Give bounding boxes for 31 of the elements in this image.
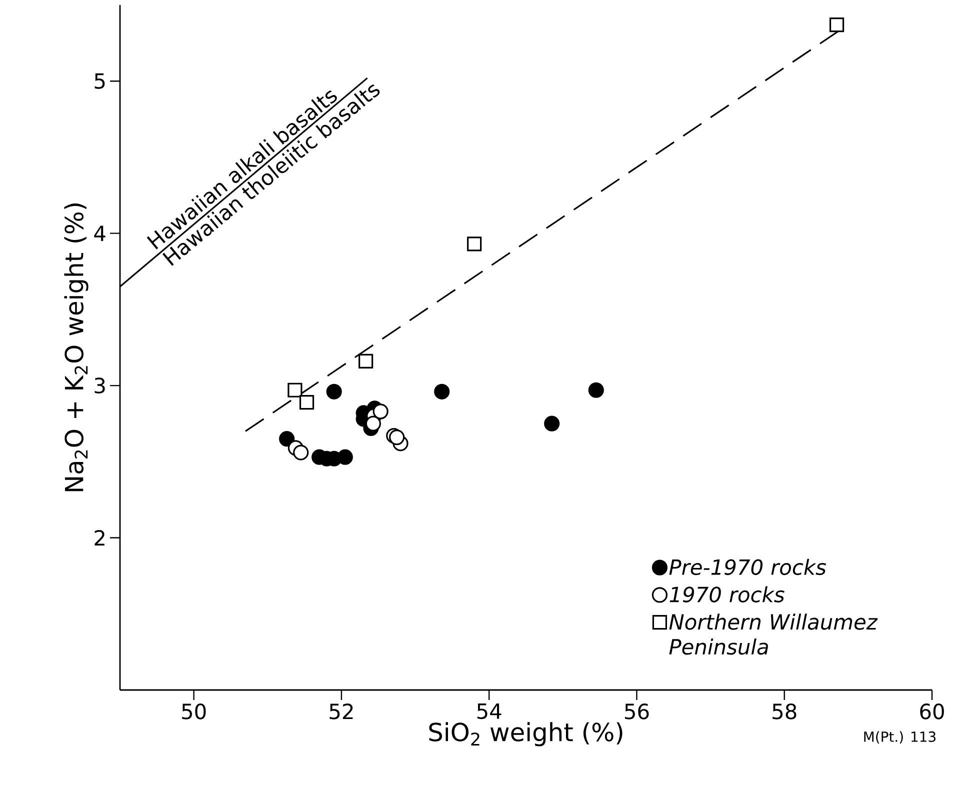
x-tick-label: 52 bbox=[330, 704, 353, 720]
x-tick-label: 58 bbox=[772, 704, 796, 720]
x-tick-label: 60 bbox=[920, 704, 944, 720]
x-tick-label: 56 bbox=[625, 704, 649, 720]
point bbox=[467, 236, 482, 252]
point bbox=[279, 431, 295, 447]
x-axis-title: SiO$_{2}$ weight (%) bbox=[429, 722, 622, 746]
point bbox=[288, 382, 302, 398]
point bbox=[829, 17, 844, 32]
point bbox=[588, 382, 604, 398]
point bbox=[389, 430, 405, 446]
point bbox=[299, 394, 314, 410]
point bbox=[337, 449, 353, 465]
legend-label: Pre-1970 rocks bbox=[669, 558, 826, 576]
legend-label: 1970 rocks bbox=[670, 586, 784, 602]
legend-label: Northern Willaumez Peninsula bbox=[669, 614, 878, 655]
y-tick-label: 2 bbox=[94, 530, 104, 546]
y-tick-label: 5 bbox=[94, 73, 105, 89]
point bbox=[293, 444, 309, 460]
point bbox=[434, 384, 450, 400]
x-tick-label: 54 bbox=[477, 704, 502, 720]
point bbox=[358, 354, 374, 368]
point bbox=[544, 416, 560, 432]
point bbox=[326, 384, 342, 400]
point bbox=[372, 404, 388, 420]
x-tick-label: 50 bbox=[182, 704, 206, 720]
y-tick-label: 4 bbox=[94, 226, 106, 241]
y-tick-label: 3 bbox=[94, 378, 105, 394]
y-axis-title: Na$_{2}$O + K$_{2}$O weight (%) bbox=[64, 204, 88, 492]
point bbox=[365, 416, 381, 432]
text: M(Pt.) 113 bbox=[864, 731, 936, 744]
